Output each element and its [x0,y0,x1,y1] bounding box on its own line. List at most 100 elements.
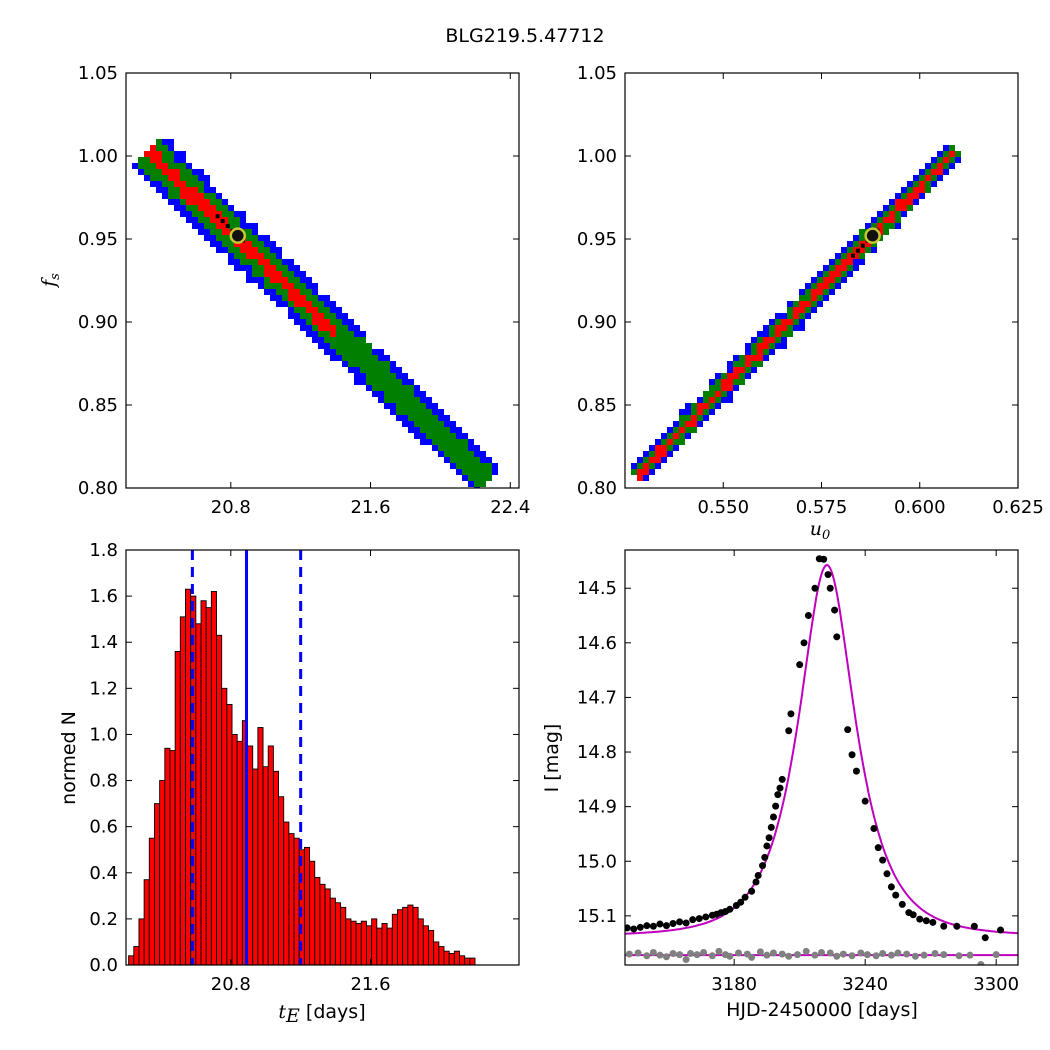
u0-fs-cell [739,367,745,373]
u0-fs-cell [727,361,733,367]
u0-fs-cell [889,223,895,229]
photometry-point [887,883,895,891]
te-fs-cell [336,319,342,325]
te-fs-cell [210,187,216,193]
te-fs-cell [228,217,234,223]
te-fs-cell [288,271,294,277]
u0-fs-cell [925,181,931,187]
te-fs-cell [144,151,150,157]
te-fs-cell [264,277,270,283]
lightcurve-ytick-label: 14.9 [577,797,617,818]
histogram-bar [443,950,450,966]
u0-fs-cell [949,157,955,163]
te-fs-cell [276,271,282,277]
te-fs-cell [462,463,468,469]
u0-fs-xlabel: u0 [810,518,831,543]
te-fs-cell [270,271,276,277]
te-fs-ytick-label: 1.05 [78,63,118,84]
te-fs-cell [396,373,402,379]
u0-fs-cell [817,301,823,307]
te-fs-cell [282,277,288,283]
te-fs-cell [336,337,342,343]
te-fs-cell [180,211,186,217]
u0-fs-cell [769,349,775,355]
u0-fs-cell [937,151,943,157]
u0-fs-cell [787,325,793,331]
te-fs-cell [228,205,234,211]
u0-fs-cells [631,145,961,481]
u0-fs-cell [709,397,715,403]
te-fs-cell [264,289,270,295]
residual-point [818,948,825,956]
te-fs-cell [246,259,252,265]
te-fs-cell [156,145,162,151]
u0-fs-xtick-label: 0.625 [992,497,1044,518]
te-fs-cell [300,319,306,325]
u0-fs-cell [667,433,673,439]
te-fs-cell [150,163,156,169]
te-fs-cell [324,331,330,337]
te-fs-cell [294,265,300,271]
te-fs-cell [216,211,222,217]
te-fs-cell [252,247,258,253]
residual-point [811,951,819,959]
residual-point [931,950,939,958]
u0-fs-cell [787,319,793,325]
u0-fs-cell [925,175,931,181]
te-fs-cell [324,307,330,313]
u0-fs-cell [907,205,913,211]
u0-fs-cell [655,445,661,451]
u0-fs-cell [847,247,853,253]
te-fs-cell [420,415,426,421]
residual-point [700,948,708,956]
u0-fs-cell [733,373,739,379]
histogram-bar [464,957,471,966]
u0-fs-cell [673,445,679,451]
u0-fs-cell [907,199,913,205]
te-fs-cell [198,223,204,229]
u0-fs-cell [757,343,763,349]
te-fs-cell [486,463,492,469]
te-fs-cell [474,451,480,457]
histogram-bar [262,766,269,966]
te-fs-cell [306,283,312,289]
u0-fs-cell [823,283,829,289]
residual-point [887,951,895,959]
u0-fs-cell [727,397,733,403]
te-fs-cell [234,223,240,229]
u0-fs-cell [661,451,667,457]
te-fs-cell [408,379,414,385]
u0-fs-cell [853,259,859,265]
te-fs-cell [432,403,438,409]
histogram-bar [402,906,409,966]
te-fs-cell [210,211,216,217]
te-fs-cell [156,151,162,157]
te-fs-ylabel: fs [38,273,63,289]
u0-fs-cell [805,283,811,289]
te-fs-cell [366,373,372,379]
te-fs-cell [288,265,294,271]
te-fs-cell [318,307,324,313]
te-fs-cell [252,253,258,259]
te-fs-cell [336,307,342,313]
te-fs-sample [220,219,225,224]
te-fs-cell [180,163,186,169]
te-fs-cell [288,259,294,265]
u0-fs-cell [817,271,823,277]
u0-fs-cell [781,343,787,349]
te-fs-cell [222,199,228,205]
te-fs-cell [144,169,150,175]
te-fs-cell [318,295,324,301]
u0-fs-cell [877,223,883,229]
photometry-point [833,633,841,641]
te-fs-cell [168,199,174,205]
te-fs-cell [198,217,204,223]
u0-fs-cell [919,193,925,199]
te-fs-cell [414,427,420,433]
u0-fs-cell [895,211,901,217]
te-fs-cell [294,271,300,277]
residual-point [682,956,690,964]
residual-point [857,949,865,957]
te-fs-cell [372,361,378,367]
u0-fs-cell [841,265,847,271]
